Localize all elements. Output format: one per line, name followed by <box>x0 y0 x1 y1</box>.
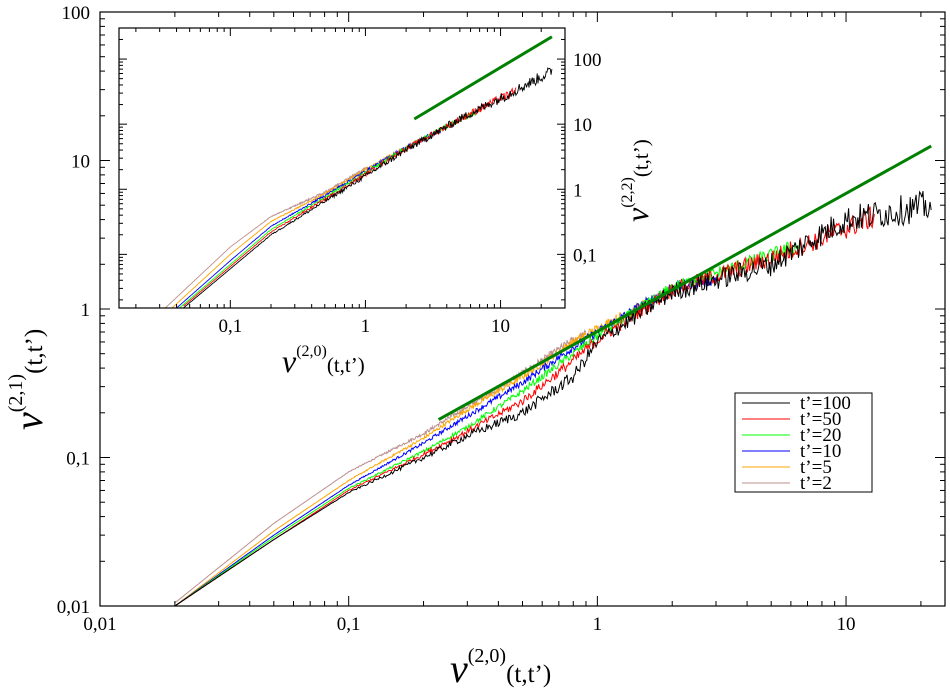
inset-x-tick-label: 0,1 <box>218 316 242 337</box>
inset-x-tick-label: 1 <box>361 316 371 337</box>
inset-y-tick-label: 0,1 <box>573 245 597 266</box>
inset-y-label-arg: (t,t’) <box>629 139 653 177</box>
legend-label-t5: t’=5 <box>800 457 832 478</box>
legend-label-t2: t’=2 <box>800 473 832 494</box>
main-curves <box>174 190 932 606</box>
main-y-tick-label: 0,01 <box>57 597 90 618</box>
main-x-tick-label: 0,1 <box>337 614 361 635</box>
inset-series-line-3 <box>176 125 447 308</box>
main-y-label-base: ν <box>6 412 51 430</box>
inset-y-tick-label: 1 <box>573 180 583 201</box>
main-x-tick-label: 0,01 <box>83 614 116 635</box>
main-series-line-2 <box>174 241 800 606</box>
inset-x-label-base: ν <box>282 343 297 379</box>
main-series-line-0 <box>174 190 932 606</box>
inset-x-label-arg: (t,t’) <box>327 353 365 377</box>
inset-series-line-0 <box>183 67 553 308</box>
inset-x-label-sup: (2,0) <box>296 343 327 360</box>
main-x-label-arg: (t,t’) <box>506 661 551 688</box>
inset-plot-frame <box>118 27 566 309</box>
inset-x-tick-label: 10 <box>491 316 510 337</box>
inset-y-tick-label: 10 <box>573 115 592 136</box>
main-x-tick-label: 1 <box>593 614 603 635</box>
main-y-tick-label: 0,1 <box>66 449 90 470</box>
inset-y-tick-label: 100 <box>573 50 602 71</box>
main-y-axis-label: ν(2,1)(t,t’) <box>5 329 51 430</box>
inset-reference-line <box>413 35 553 121</box>
main-x-label-base: ν <box>450 646 468 689</box>
main-x-axis-label: ν(2,0)(t,t’) <box>450 645 551 689</box>
legend-frame <box>734 392 873 493</box>
inset-y-axis-label: ν(2,2)(t,t’) <box>619 139 655 222</box>
inset-x-axis-label: ν(2,0)(t,t’) <box>282 343 365 379</box>
main-y-tick-label: 1 <box>81 300 91 321</box>
inset-y-label-base: ν <box>619 207 655 222</box>
legend: t’=100 t’=50 t’=20 t’=10 t’=5 t’=2 <box>734 392 873 494</box>
main-reference-line <box>437 144 932 421</box>
main-x-tick-label: 10 <box>837 614 856 635</box>
inset-series-line-4 <box>171 146 407 308</box>
main-y-label-arg: (t,t’) <box>21 329 48 374</box>
main-y-tick-label: 100 <box>62 3 91 24</box>
main-ticks: 0,01 0,1 1 10 0,01 0,1 1 10 100 <box>57 3 945 635</box>
inset-ticks: 0,1 1 10 0,1 1 10 100 <box>119 27 602 337</box>
legend-label-t20: t’=20 <box>800 425 841 446</box>
inset-y-label-sup: (2,2) <box>619 177 636 208</box>
legend-label-t10: t’=10 <box>800 441 841 462</box>
main-y-label-sup: (2,1) <box>5 374 27 412</box>
legend-label-t100: t’=100 <box>800 393 851 414</box>
legend-label-t50: t’=50 <box>800 409 841 430</box>
main-y-tick-label: 10 <box>71 152 90 173</box>
inset-curves <box>164 67 553 308</box>
main-x-label-sup: (2,0) <box>468 645 506 667</box>
